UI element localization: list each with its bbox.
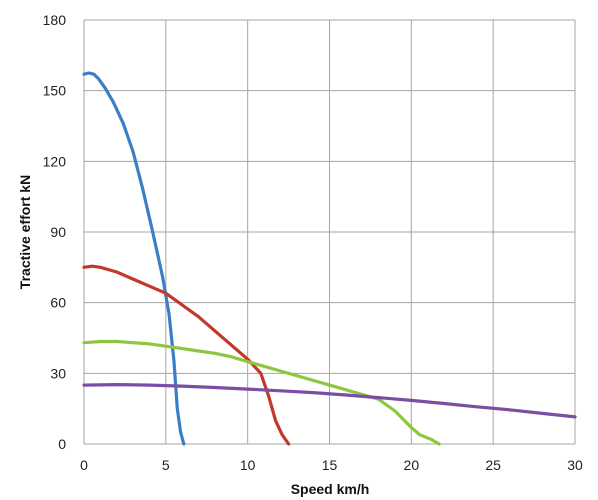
y-tick-label-5: 150 xyxy=(43,83,67,99)
series-line-3 xyxy=(82,383,577,419)
series-line-1 xyxy=(82,264,291,446)
y-tick-label-1: 30 xyxy=(50,365,66,381)
series-line-2 xyxy=(82,339,441,446)
x-tick-label-1: 5 xyxy=(162,457,170,473)
x-axis-label: Speed km/h xyxy=(291,481,370,497)
x-tick-label-4: 20 xyxy=(404,457,420,473)
y-axis-label: Tractive effort kN xyxy=(17,175,33,289)
x-tick-label-0: 0 xyxy=(80,457,88,473)
x-tick-label-3: 15 xyxy=(322,457,338,473)
y-tick-label-6: 180 xyxy=(43,12,67,28)
y-tick-label-2: 60 xyxy=(50,295,66,311)
series-line-0 xyxy=(82,71,186,446)
x-tick-label-6: 30 xyxy=(567,457,583,473)
x-tick-label-2: 10 xyxy=(240,457,256,473)
x-tick-labels: 0 5 10 15 20 25 30 xyxy=(80,457,583,473)
y-tick-label-0: 0 xyxy=(58,436,66,452)
y-tick-label-3: 90 xyxy=(50,224,66,240)
y-tick-labels: 0 30 60 90 120 150 180 xyxy=(43,12,67,452)
y-tick-label-4: 120 xyxy=(43,153,67,169)
grid-lines xyxy=(83,19,576,445)
x-tick-label-5: 25 xyxy=(485,457,501,473)
series-lines xyxy=(82,71,577,446)
